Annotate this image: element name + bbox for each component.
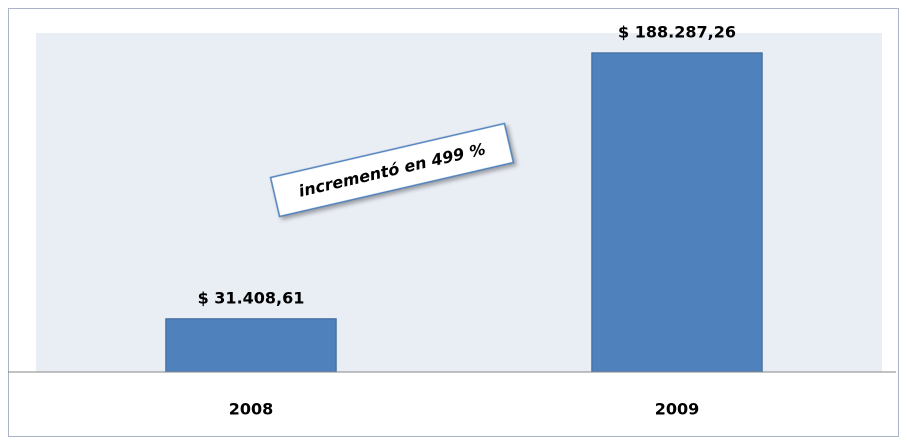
annotation-frame [269,122,515,218]
value-label: $ 188.287,26 [618,22,736,41]
bar [165,318,337,373]
x-tick-label: 2008 [229,400,274,419]
x-tick-label: 2009 [655,400,700,419]
bar [591,52,763,373]
value-label: $ 31.408,61 [198,288,305,307]
